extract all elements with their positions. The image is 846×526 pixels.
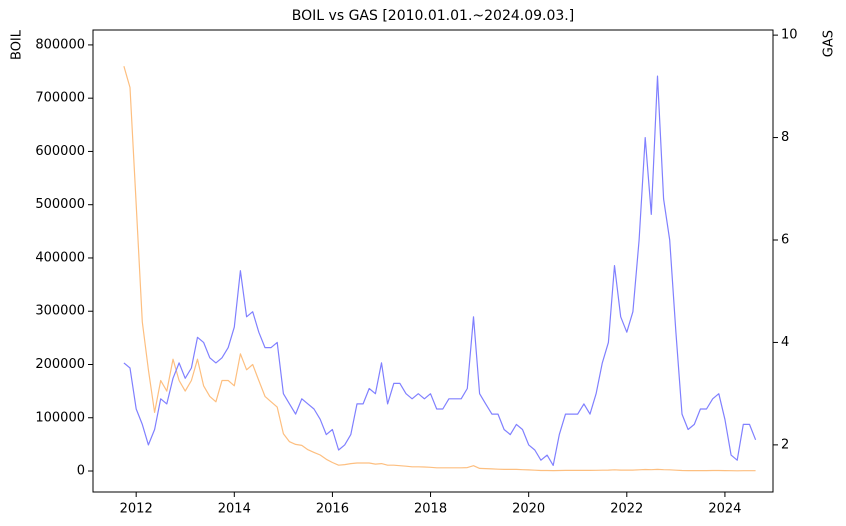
y-tick-label: 800000 xyxy=(35,37,85,52)
x-tick-label: 2014 xyxy=(218,502,251,517)
series-line xyxy=(123,66,756,472)
series-line xyxy=(123,75,757,466)
y2-tick-label: 4 xyxy=(781,335,789,350)
x-tick-label: 2022 xyxy=(610,502,643,517)
x-tick-label: 2020 xyxy=(512,502,545,517)
y2-tick-label: 10 xyxy=(781,28,798,43)
y-tick-label: 300000 xyxy=(35,304,85,319)
y2-tick-label: 2 xyxy=(781,437,789,452)
y-tick-label: 400000 xyxy=(35,250,85,265)
x-tick-label: 2018 xyxy=(414,502,447,517)
plot-frame xyxy=(92,29,774,493)
y2-tick-label: 8 xyxy=(781,130,789,145)
y-tick-label: 100000 xyxy=(35,410,85,425)
x-tick-label: 2024 xyxy=(708,502,741,517)
y-tick-label: 200000 xyxy=(35,357,85,372)
y-tick-label: 0 xyxy=(77,464,85,479)
y-tick-label: 700000 xyxy=(35,91,85,106)
y2-tick-label: 6 xyxy=(781,233,789,248)
y2-axis-label: GAS xyxy=(822,30,837,57)
y-tick-label: 600000 xyxy=(35,144,85,159)
chart-title: BOIL vs GAS [2010.01.01.~2024.09.03.] xyxy=(292,8,574,24)
y-tick-label: 500000 xyxy=(35,197,85,212)
x-tick-label: 2012 xyxy=(120,502,153,517)
x-tick-label: 2016 xyxy=(316,502,349,517)
y-axis-label: BOIL xyxy=(10,29,25,60)
